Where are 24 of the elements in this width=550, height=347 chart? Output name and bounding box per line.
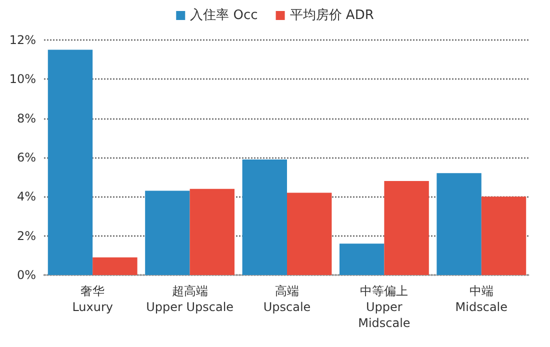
- bar: [384, 181, 429, 275]
- bar: [436, 173, 482, 275]
- y-tick-label: 8%: [16, 111, 36, 126]
- y-tick-label: 10%: [9, 72, 36, 86]
- bar: [190, 188, 235, 275]
- bar: [481, 196, 526, 275]
- bar: [48, 50, 93, 275]
- x-tick-label: 高端 Upscale: [263, 284, 311, 314]
- bar: [287, 192, 332, 275]
- y-tick-label: 4%: [16, 190, 36, 204]
- x-tick-label: 中端 Midscale: [455, 284, 508, 314]
- y-tick-label: 6%: [16, 150, 36, 164]
- x-tick-label: 奢华 Luxury: [72, 284, 114, 314]
- legend-label: 平均房价 ADR: [290, 7, 374, 23]
- bar: [242, 159, 287, 275]
- legend-label: 入住率 Occ: [190, 7, 258, 23]
- x-tick-label: 超高端 Upper Upscale: [146, 284, 234, 314]
- x-tick-label: 中等偏上 Upper Midscale: [358, 284, 410, 330]
- bar: [92, 257, 138, 275]
- bar: [145, 190, 190, 275]
- y-tick-label: 2%: [16, 228, 36, 243]
- bar: [339, 244, 384, 275]
- y-tick-label: 0%: [16, 268, 36, 282]
- y-tick-label: 12%: [9, 33, 36, 47]
